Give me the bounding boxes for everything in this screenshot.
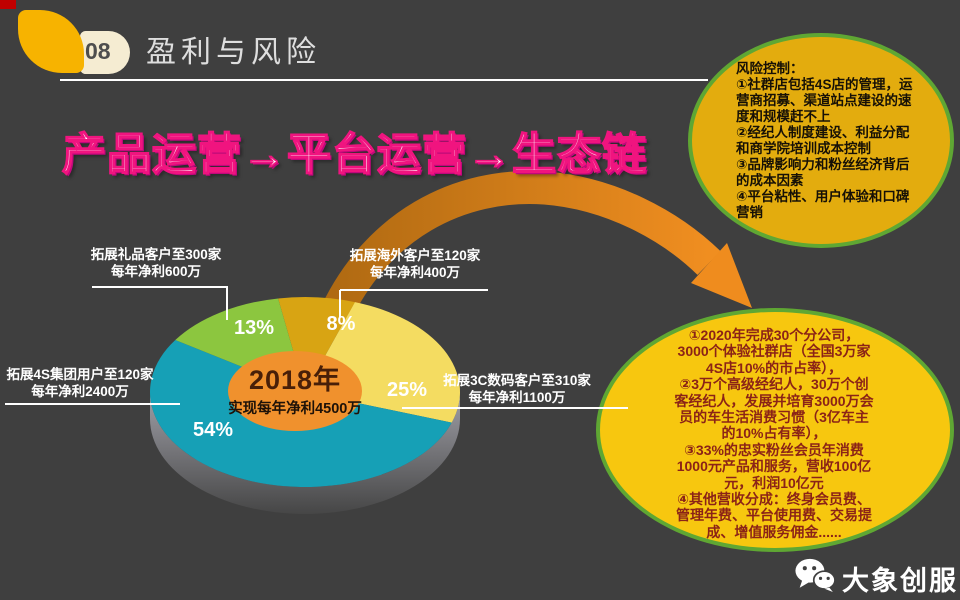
callout-connector-line <box>339 290 341 317</box>
callout-gift-line1: 拓展礼品客户至300家 <box>90 247 222 262</box>
callout-overseas: 拓展海外客户至120家 每年净利400万 <box>330 247 500 281</box>
pie-label-25: 25% <box>386 379 428 401</box>
risk-control-text: 风险控制： ①社群店包括4S店的管理，运 营商招募、渠道站点建设的速 度和规模赶… <box>736 61 913 220</box>
headline-wordart: 产品运营→平台运营→生态链 <box>61 129 647 180</box>
pie-label-54: 54% <box>192 419 234 441</box>
callout-connector-line <box>5 403 180 405</box>
risk-control-bubble: 风险控制： ①社群店包括4S店的管理，运 营商招募、渠道站点建设的速 度和规模赶… <box>688 33 954 248</box>
callout-connector-line <box>402 407 628 409</box>
pie-center-year: 2018年 <box>248 365 342 395</box>
flow-arrow <box>317 170 752 320</box>
callout-connector-line <box>226 287 228 320</box>
page-title: 盈利与风险 <box>146 36 321 69</box>
pie-label-8: 8% <box>326 313 356 335</box>
leaf-logo <box>18 10 84 73</box>
callout-connector-line <box>92 286 228 288</box>
callout-overseas-line1: 拓展海外客户至120家 <box>349 248 481 263</box>
corner-mark <box>0 0 16 9</box>
callout-3c-line2: 每年净利1100万 <box>468 390 566 405</box>
slide-number: 08 <box>85 38 111 64</box>
callout-4s: 拓展4S集团用户至120家 每年净利2400万 <box>0 366 160 400</box>
pie-label-13: 13% <box>233 317 275 339</box>
wechat-icon <box>795 558 836 592</box>
callout-gift-line2: 每年净利600万 <box>110 264 202 279</box>
arrowhead-icon <box>691 243 752 308</box>
callout-gift: 拓展礼品客户至300家 每年净利600万 <box>75 246 237 280</box>
plan-2020-text: ①2020年完成30个分公司， 3000个体验社群店（全国3万家 4S店10%的… <box>674 327 874 540</box>
brand-name: 大象创服 <box>842 566 958 596</box>
pie-center-subtitle: 实现每年净利4500万 <box>228 401 362 417</box>
plan-2020-bubble: ①2020年完成30个分公司， 3000个体验社群店（全国3万家 4S店10%的… <box>596 308 954 552</box>
callout-3c-line1: 拓展3C数码客户至310家 <box>443 373 591 388</box>
callout-3c: 拓展3C数码客户至310家 每年净利1100万 <box>437 372 597 406</box>
pie-center-badge: 2018年 实现每年净利4500万 <box>228 351 362 431</box>
leaf-logo-back <box>80 31 130 74</box>
callout-connector-line <box>340 289 488 291</box>
callout-4s-line2: 每年净利2400万 <box>31 384 129 399</box>
header-divider <box>60 79 708 81</box>
callout-4s-line1: 拓展4S集团用户至120家 <box>6 367 154 382</box>
callout-overseas-line2: 每年净利400万 <box>369 265 461 280</box>
